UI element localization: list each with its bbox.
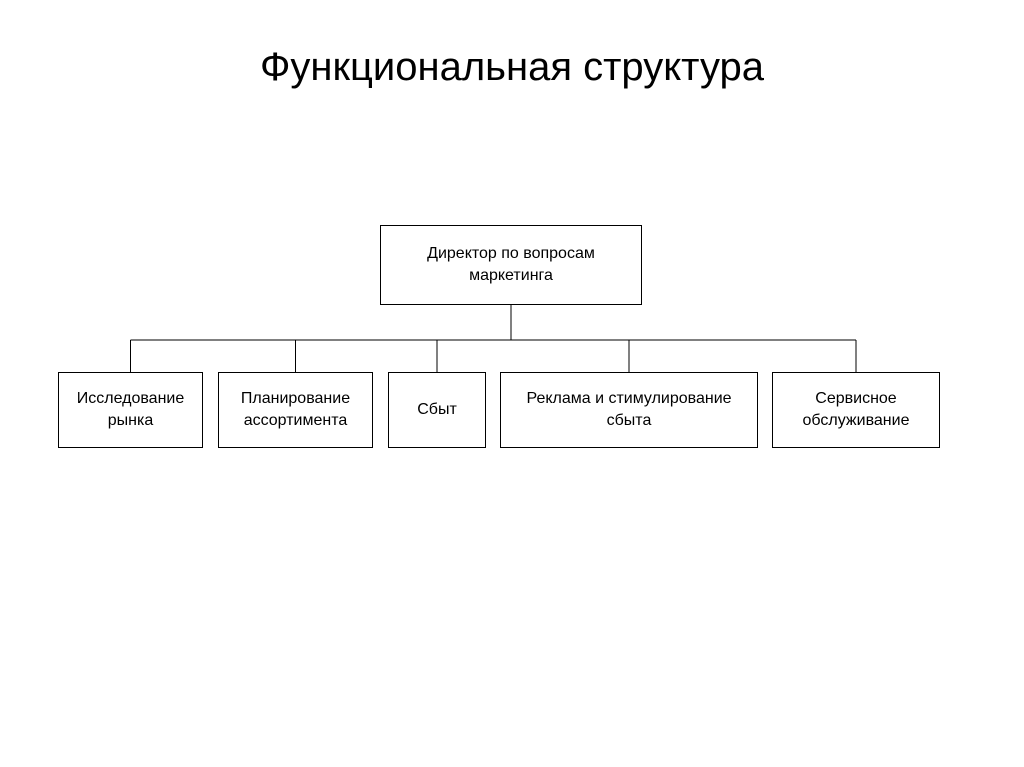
node-root: Директор по вопросам маркетинга (380, 225, 642, 305)
node-c5: Сервисное обслуживание (772, 372, 940, 448)
node-c4: Реклама и стимулирование сбыта (500, 372, 758, 448)
org-chart: Директор по вопросам маркетинга Исследова… (0, 0, 1024, 767)
node-c1: Исследование рынка (58, 372, 203, 448)
node-c2: Планирование ассортимента (218, 372, 373, 448)
node-c3: Сбыт (388, 372, 486, 448)
